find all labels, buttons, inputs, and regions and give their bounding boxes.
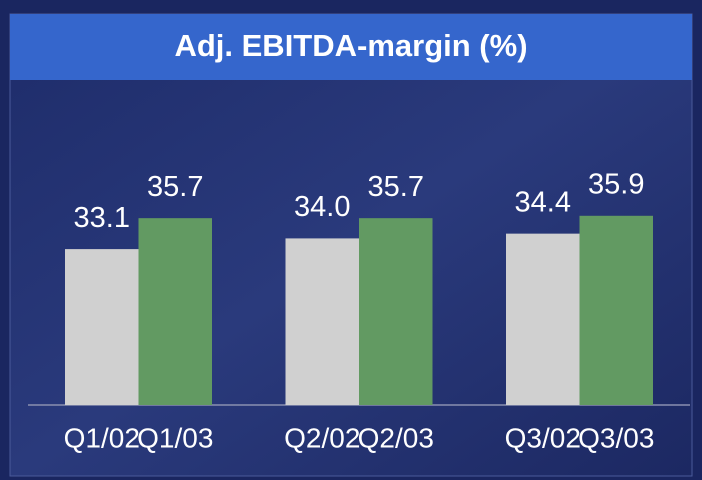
bar — [65, 249, 139, 405]
value-label: 34.0 — [294, 191, 350, 223]
bar — [138, 218, 212, 405]
x-tick-label: Q2/03 — [358, 422, 434, 453]
value-label: 34.4 — [515, 186, 571, 218]
bar — [285, 238, 359, 405]
x-tick-label: Q3/03 — [578, 422, 654, 453]
bar — [579, 215, 653, 405]
value-label: 35.7 — [368, 171, 424, 203]
x-tick-label: Q3/02 — [505, 422, 581, 453]
x-tick-label: Q1/02 — [64, 422, 140, 453]
bar — [359, 218, 433, 405]
chart-title: Adj. EBITDA-margin (%) — [174, 28, 527, 63]
title-bar — [10, 14, 692, 80]
value-label: 35.9 — [588, 168, 644, 200]
value-label: 33.1 — [74, 202, 130, 234]
x-tick-label: Q1/03 — [137, 422, 213, 453]
value-label: 35.7 — [147, 171, 203, 203]
x-tick-label: Q2/02 — [284, 422, 360, 453]
bar — [506, 233, 580, 405]
